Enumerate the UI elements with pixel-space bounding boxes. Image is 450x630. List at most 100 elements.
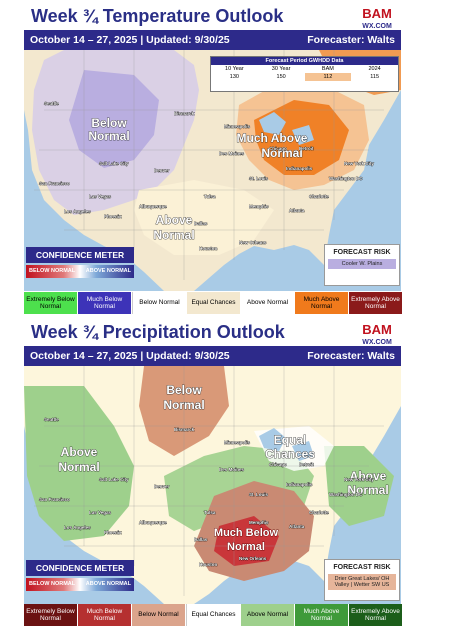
risk-title: FORECAST RISK [333,249,391,256]
temp-region-above-2: Normal [153,228,194,242]
gwhdd-header: 10 Year [225,66,244,72]
city: Seattle [44,101,59,106]
city: Las Vegas [89,194,112,199]
city: Chicago [269,462,287,467]
city: Des Moines [219,467,245,472]
precip-region-equal-2: Chances [265,447,315,461]
precip-region-much-below-2: Normal [227,541,265,553]
precip-region-below-1: Below [166,383,202,397]
precipitation-outlook-panel: Week ¾ Precipitation Outlook BAM WX.COM … [0,316,450,630]
gwhdd-value: 130 [229,74,239,80]
city: Memphis [249,520,269,525]
temperature-outlook-panel: Week ¾ Temperature Outlook BAM WX.COM Oc… [24,6,403,314]
risk-title: FORECAST RISK [333,564,391,571]
city: Seattle [44,417,59,422]
city: Tulsa [204,510,216,515]
city: Bismarck [174,111,195,116]
precip-region-equal-1: Equal [274,433,307,447]
temp-region-much-above-1: Much Above [237,131,308,145]
legend-item: Much Below Normal [78,604,132,626]
city: Dallas [194,537,208,542]
city: Memphis [249,204,269,209]
gwhdd-header: BAM [321,66,334,72]
precip-region-above-e-2: Normal [347,483,388,497]
city: Los Angeles [64,525,91,530]
legend-item: Equal Chances [186,604,241,626]
legend-item: Above Normal [241,604,295,626]
precip-region-above-w-2: Normal [58,460,99,474]
city: Denver [154,168,170,173]
gwhdd-value: 115 [370,74,380,80]
temperature-legend: Extremely Below Normal Much Below Normal… [24,292,403,314]
city: New York City [344,161,374,166]
confidence-left: BELOW NORMAL [29,268,76,274]
legend-item: Equal Chances [187,292,241,314]
precipitation-confidence-meter: CONFIDENCE METER BELOW NORMAL ABOVE NORM… [26,560,134,600]
city: Chicago [269,146,287,151]
legend-item: Extremely Below Normal [24,292,78,314]
confidence-left: BELOW NORMAL [29,581,76,587]
confidence-right: ABOVE NORMAL [85,268,131,274]
legend-item: Below Normal [132,604,186,626]
city: Salt Lake City [99,477,129,482]
city: Washington DC [329,492,363,497]
city: Houston [199,246,217,251]
temp-region-much-above-2: Normal [261,146,302,160]
precipitation-date: October 14 – 27, 2025 | Updated: 9/30/25 [30,350,230,362]
precip-region-below-2: Normal [163,398,204,412]
legend-item: Much Above Normal [295,292,349,314]
confidence-right: ABOVE NORMAL [85,581,131,587]
logo-sub: WX.COM [362,23,392,30]
city: Indianapolis [286,482,313,487]
precip-region-above-e-1: Above [350,469,387,483]
confidence-bar: BELOW NORMAL ABOVE NORMAL [26,265,134,278]
temperature-forecaster: Forecaster: Walts [307,34,395,46]
logo-text: BAM [362,322,392,337]
city: Detroit [299,146,314,151]
city: Charlotte [309,510,329,515]
city: Bismarck [174,427,195,432]
temperature-date: October 14 – 27, 2025 | Updated: 9/30/25 [30,34,230,46]
confidence-title: CONFIDENCE METER [26,560,134,576]
gwhdd-header: 30 Year [271,66,291,72]
bam-logo: BAM WX.COM [362,322,392,346]
city: Houston [199,562,217,567]
legend-item: Above Normal [241,292,295,314]
city: Phoenix [104,530,122,535]
confidence-bar: BELOW NORMAL ABOVE NORMAL [26,578,134,591]
city: San Francisco [39,181,70,186]
city: Albuquerque [139,520,167,525]
logo-sub: WX.COM [362,339,392,346]
city: Washington DC [329,176,363,181]
temp-region-above-1: Above [156,213,193,227]
gwhdd-header: 2024 [368,66,381,72]
city: Minneapolis [224,124,250,129]
city: New Orleans [239,556,267,561]
temperature-forecast-risk: FORECAST RISK Cooler W. Plains [324,244,400,286]
logo-text: BAM [362,6,392,21]
risk-text: Drier Great Lakes/ OH Valley | Wetter SW… [328,574,396,590]
temp-region-below-1: Below [91,116,127,130]
legend-item: Much Above Normal [295,604,349,626]
city: Denver [154,484,170,489]
precipitation-title: Week ¾ Precipitation Outlook [31,322,285,342]
city: Indianapolis [286,166,313,171]
city: Los Angeles [64,209,91,214]
city: Charlotte [309,194,329,199]
city: St. Louis [249,492,268,497]
gwhdd-value: 112 [304,73,352,81]
city: New York City [344,477,374,482]
city: St. Louis [249,176,268,181]
gwhdd-value: 150 [276,74,286,80]
gwhdd-table: Forecast Period GWHDD Data 10 Year 30 Ye… [210,56,399,92]
legend-item: Below Normal [132,292,187,314]
gwhdd-title: Forecast Period GWHDD Data [211,57,398,65]
city: Detroit [299,462,314,467]
precip-region-above-w-1: Above [61,445,98,459]
city: Salt Lake City [99,161,129,166]
city: San Francisco [39,497,70,502]
precip-region-much-below-1: Much Below [214,527,279,539]
city: Tulsa [204,194,216,199]
bam-logo: BAM WX.COM [362,6,392,30]
confidence-title: CONFIDENCE METER [26,247,134,263]
